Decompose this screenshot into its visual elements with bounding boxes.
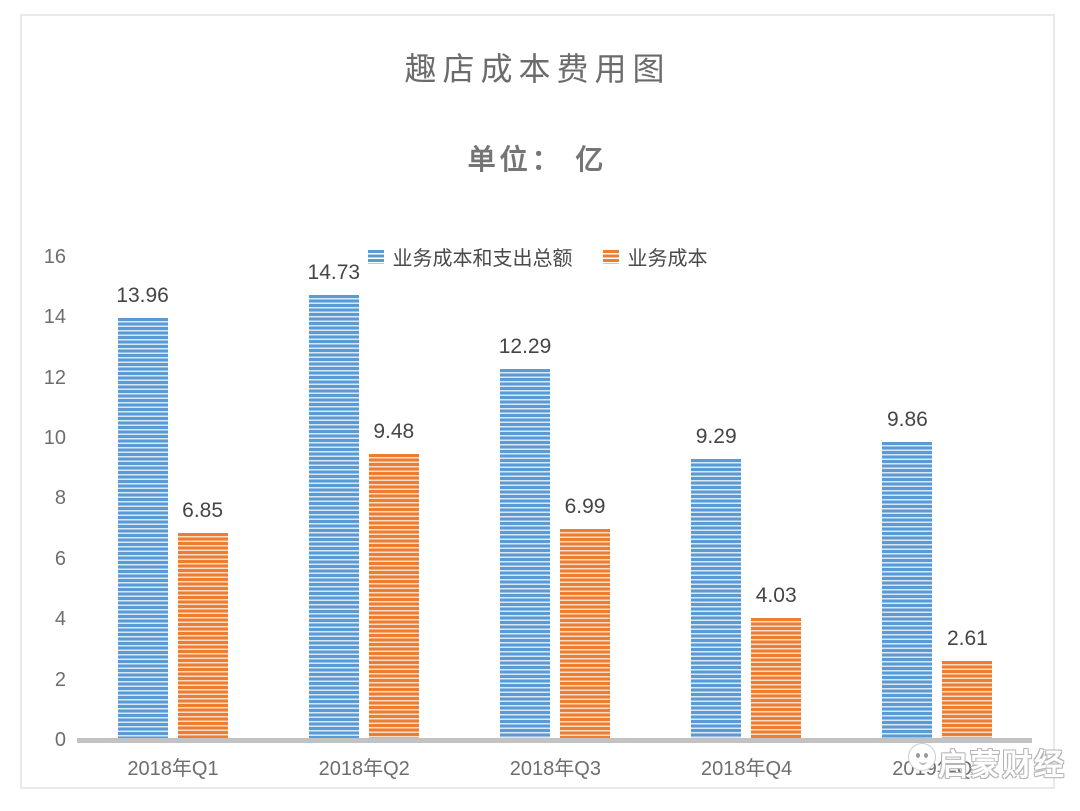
bar-series0-cat0: [117, 318, 168, 740]
x-axis-line: [77, 738, 1032, 743]
bar-value-label: 2.61: [946, 627, 988, 651]
y-tick-label: 12: [43, 366, 66, 389]
chart-unit-label: 单位： 亿: [467, 144, 608, 175]
bar-value-label: 9.29: [695, 425, 737, 449]
y-tick-label: 10: [43, 427, 66, 449]
chart-title: 趣店成本费用图: [404, 51, 671, 87]
y-tick-label: 2: [54, 668, 66, 691]
legend-swatch-icon: [602, 249, 619, 264]
watermark: 启蒙财经: [902, 740, 1064, 786]
bar-value-label: 4.03: [755, 584, 797, 608]
legend-label: 业务成本和支出总额: [392, 248, 573, 270]
y-tick-label: 8: [54, 487, 66, 510]
bar-series1-cat0: [177, 533, 228, 740]
bar-value-label: 9.48: [373, 419, 415, 443]
bar-series0-cat3: [691, 459, 742, 740]
bar-value-label: 14.73: [307, 261, 361, 285]
y-tick-label: 4: [54, 608, 66, 631]
bar-series1-cat4: [942, 661, 993, 740]
legend: 业务成本和支出总额 业务成本: [22, 242, 1053, 271]
bar-series0-cat4: [882, 442, 933, 740]
bar-series0-cat2: [500, 368, 550, 740]
x-category-label: 2018年Q4: [701, 758, 793, 780]
bar-series1-cat1: [368, 453, 419, 740]
bar-value-label: 6.99: [564, 494, 606, 518]
bar-series1-cat2: [560, 528, 610, 740]
y-tick-label: 0: [54, 729, 66, 751]
watermark-face-icon: [908, 743, 936, 771]
x-category-label: 2018年Q3: [509, 758, 601, 780]
bar-series0-cat1: [308, 295, 359, 740]
watermark-text: 启蒙财经: [938, 749, 1066, 782]
x-category-label: 2018年Q2: [318, 758, 410, 780]
bar-series1-cat3: [751, 618, 802, 740]
bar-value-label: 9.86: [886, 408, 928, 432]
y-tick-label: 16: [43, 245, 66, 268]
legend-label: 业务成本: [627, 248, 708, 270]
x-category-label: 2018年Q1: [127, 758, 219, 780]
y-tick-label: 6: [54, 547, 66, 570]
legend-swatch-icon: [367, 249, 384, 264]
y-tick-label: 14: [43, 306, 66, 329]
bar-value-label: 6.85: [182, 499, 224, 523]
legend-item-1: 业务成本: [602, 242, 708, 271]
bar-value-label: 12.29: [498, 334, 552, 358]
chart-card: 趣店成本费用图 单位： 亿 业务成本和支出总额 业务成本 0 2 4 6 8 10 12 14 1…: [20, 14, 1064, 789]
legend-item-0: 业务成本和支出总额: [367, 242, 573, 271]
bar-value-label: 13.96: [116, 284, 169, 308]
watermark-face-mouth: [919, 761, 927, 765]
